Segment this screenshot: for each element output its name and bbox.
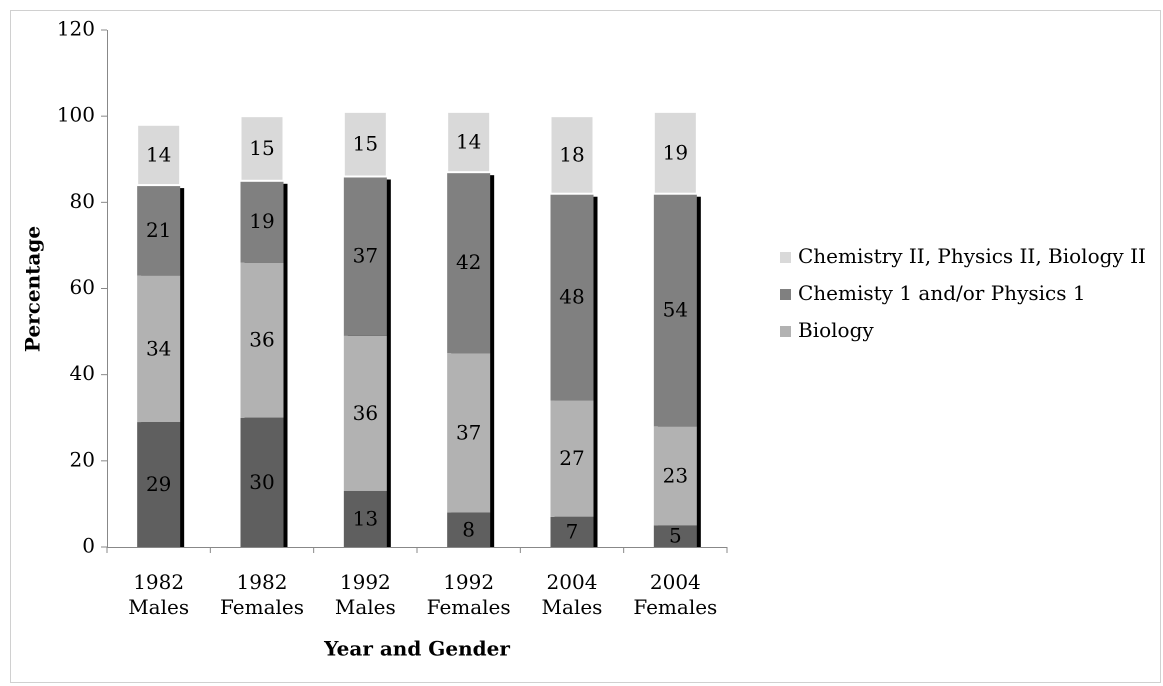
bar-segment [239, 115, 285, 182]
y-tick-label: 100 [57, 103, 95, 127]
x-tick-label-line: 1982 [133, 570, 184, 594]
legend-item: Chemisty 1 and/or Physics 1 [776, 281, 1156, 306]
bar-segment [343, 176, 387, 336]
bar-segment [137, 185, 181, 276]
bar-segment [447, 172, 491, 354]
legend-label: Chemistry II, Physics II, Biology II [798, 244, 1146, 268]
data-label: 54 [663, 298, 688, 322]
x-tick-label-line: 2004 [650, 570, 701, 594]
x-tick-label-line: Males [335, 595, 396, 619]
x-tick-label-line: 1992 [443, 570, 494, 594]
bar-segment [342, 110, 388, 178]
y-tick-label: 40 [70, 361, 95, 385]
x-tick-label-line: 2004 [547, 570, 598, 594]
data-label: 37 [456, 420, 481, 444]
data-label: 48 [559, 285, 584, 309]
legend-swatch [780, 289, 791, 300]
bar-segment [240, 180, 284, 263]
x-tick-label-line: Females [633, 595, 717, 619]
legend-item: Biology [776, 318, 1156, 343]
data-label: 15 [353, 132, 378, 156]
bar-segment [550, 516, 594, 547]
bar-segment [652, 110, 698, 195]
data-label: 15 [249, 136, 274, 160]
data-label: 29 [146, 472, 171, 496]
bar-segment [446, 110, 492, 174]
bar-segment [136, 123, 182, 187]
data-label: 23 [663, 463, 688, 487]
data-label: 14 [146, 142, 171, 166]
bar-segment [137, 422, 181, 547]
data-label: 27 [559, 446, 584, 470]
x-tick-label: 1992 Females [427, 570, 511, 619]
data-label: 34 [146, 336, 171, 360]
legend-item: Chemistry II, Physics II, Biology II [776, 244, 1156, 269]
data-label: 36 [249, 328, 274, 352]
bar-segment [653, 193, 697, 427]
bar-segment [550, 400, 594, 517]
data-label: 36 [353, 401, 378, 425]
bar-segment [137, 275, 181, 423]
data-label: 8 [462, 517, 475, 541]
data-label: 19 [249, 209, 274, 233]
data-label: 42 [456, 250, 481, 274]
x-tick-label: 2004 Females [633, 570, 717, 619]
x-tick-label-line: Males [128, 595, 189, 619]
y-tick-label: 120 [57, 17, 95, 41]
x-tick-label: 1982 Males [128, 570, 189, 619]
y-tick-label: 20 [70, 447, 95, 471]
legend-swatch [780, 252, 791, 263]
x-tick-label-line: 1992 [340, 570, 391, 594]
x-tick-label-line: Females [220, 595, 304, 619]
bar-segment [653, 426, 697, 526]
bar-segment [653, 525, 697, 547]
bar-segment [343, 335, 387, 491]
bar-segment [240, 262, 284, 418]
x-tick-label: 1982 Females [220, 570, 304, 619]
x-tick-label-line: Males [542, 595, 603, 619]
data-label: 18 [559, 142, 584, 166]
data-label: 5 [669, 524, 682, 548]
legend: Chemistry II, Physics II, Biology II Chem… [776, 244, 1156, 355]
data-label: 37 [353, 244, 378, 268]
bar-segment [240, 417, 284, 547]
x-tick-label-line: 1982 [237, 570, 288, 594]
data-label: 14 [456, 130, 481, 154]
y-tick-label: 60 [70, 275, 95, 299]
bar-segment [550, 193, 594, 401]
bar-segment [343, 490, 387, 547]
x-axis-title: Year and Gender [323, 637, 510, 661]
legend-label: Biology [798, 318, 874, 342]
x-tick-label: 1992 Males [335, 570, 396, 619]
data-label: 13 [353, 506, 378, 530]
data-label: 19 [663, 140, 688, 164]
y-tick-label: 80 [70, 189, 95, 213]
bar-segment [549, 115, 595, 195]
legend-label: Chemisty 1 and/or Physics 1 [798, 281, 1086, 305]
chart-border [10, 10, 1161, 683]
data-label: 30 [249, 470, 274, 494]
x-tick-label: 2004 Males [542, 570, 603, 619]
bar-segment [447, 512, 491, 547]
data-label: 7 [566, 519, 579, 543]
y-tick-label: 0 [82, 534, 95, 558]
x-tick-label-line: Females [427, 595, 511, 619]
bar-segment [447, 353, 491, 513]
y-axis-title: Percentage [21, 226, 45, 352]
data-label: 21 [146, 218, 171, 242]
legend-swatch [780, 326, 791, 337]
